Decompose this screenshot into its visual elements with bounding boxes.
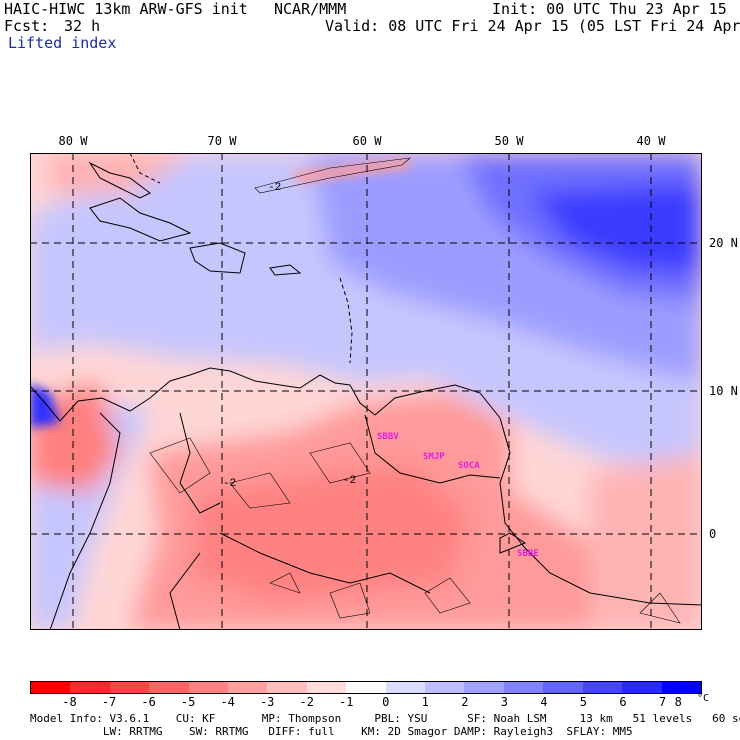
color-bar-tick-label: -1 xyxy=(339,695,354,709)
color-bar-tick-label: -2 xyxy=(299,695,314,709)
color-bar-swatch xyxy=(70,682,110,693)
color-bar-tick-label: -6 xyxy=(141,695,156,709)
color-bar-tick-label: -4 xyxy=(220,695,235,709)
color-bar-swatch xyxy=(228,682,268,693)
fcst-label: Fcst: xyxy=(4,17,50,35)
color-bar-swatch xyxy=(306,682,347,693)
color-bar-tick-label: -5 xyxy=(180,695,196,709)
model-info-line1: Model Info: V3.6.1 CU: KF MP: Thompson P… xyxy=(30,712,740,725)
color-bar-swatch xyxy=(385,682,426,693)
color-bar-swatch xyxy=(582,682,623,693)
station-label: SBBE xyxy=(517,549,539,559)
contours xyxy=(149,157,681,624)
lat-lon-grid xyxy=(30,153,702,630)
init-time: Init: 00 UTC Thu 23 Apr 15 xyxy=(492,0,727,18)
lat-label-20n: 20 N xyxy=(709,236,738,250)
coastlines xyxy=(30,161,702,630)
color-bar-tick-label: 2 xyxy=(461,695,469,709)
contour-label: -2 xyxy=(223,478,236,490)
color-bar-tick-label: -3 xyxy=(259,695,275,709)
station-label: SOCA xyxy=(458,461,480,471)
island-arc xyxy=(129,153,353,364)
color-bar-swatch xyxy=(503,682,544,693)
color-bar-swatch xyxy=(464,682,504,693)
color-bar-swatch xyxy=(267,682,307,693)
color-bar-tick-label: 1 xyxy=(421,695,429,709)
color-bar-swatch xyxy=(425,682,465,693)
field-shading xyxy=(30,153,702,630)
color-bar-swatch xyxy=(31,682,71,693)
unit-label: °C xyxy=(697,693,710,704)
map-frame xyxy=(30,153,702,630)
map-panel: -2 -2 -2 SBBV SMJP SOCA SBBE xyxy=(30,153,702,630)
contour-label: -2 xyxy=(343,475,356,487)
station-label: SBBV xyxy=(377,432,399,442)
lifted-index-map: -2 -2 -2 xyxy=(30,153,702,630)
color-bar-swatch xyxy=(543,682,583,693)
color-bar-tick-label: -7 xyxy=(101,695,117,709)
color-bar-tick-label: 3 xyxy=(500,695,508,709)
color-bar xyxy=(30,681,702,694)
color-bar-tick-label: 8 xyxy=(674,695,682,709)
contour-label: -2 xyxy=(268,182,281,194)
color-bar-tick-label: 7 xyxy=(658,695,667,709)
lon-label-60w: 60 W xyxy=(352,134,382,148)
station-label: SMJP xyxy=(423,452,445,462)
color-bar-swatch xyxy=(346,682,386,693)
lon-label-70w: 70 W xyxy=(207,134,237,148)
color-bar-swatch xyxy=(622,682,662,693)
color-bar-swatch xyxy=(109,682,150,693)
color-bar-tick-label: 4 xyxy=(540,695,548,709)
color-bar-swatch xyxy=(149,682,189,693)
color-bar-tick-label: -8 xyxy=(62,695,77,709)
lon-label-40w: 40 W xyxy=(636,134,666,148)
field-name: Lifted index xyxy=(8,34,117,52)
color-bar-tick-label: 0 xyxy=(382,695,390,709)
color-bar-swatch xyxy=(661,682,701,693)
model-info-line2: LW: RRTMG SW: RRTMG DIFF: full KM: 2D Sm… xyxy=(30,725,633,738)
lon-label-80w: 80 W xyxy=(58,134,88,148)
fcst-value: 32 h xyxy=(64,17,101,35)
lon-label-50w: 50 W xyxy=(494,134,524,148)
color-bar-tick-label: 6 xyxy=(619,695,627,709)
color-bar-swatch xyxy=(188,682,229,693)
valid-time: Valid: 08 UTC Fri 24 Apr 15 (05 LST Fri … xyxy=(325,17,740,35)
lat-label-0: 0 xyxy=(709,527,717,541)
org-label: NCAR/MMM xyxy=(274,0,347,18)
lat-label-10n: 10 N xyxy=(709,384,738,398)
model-title: HAIC-HIWC 13km ARW-GFS init xyxy=(4,0,248,18)
color-bar-tick-label: 5 xyxy=(579,695,588,709)
